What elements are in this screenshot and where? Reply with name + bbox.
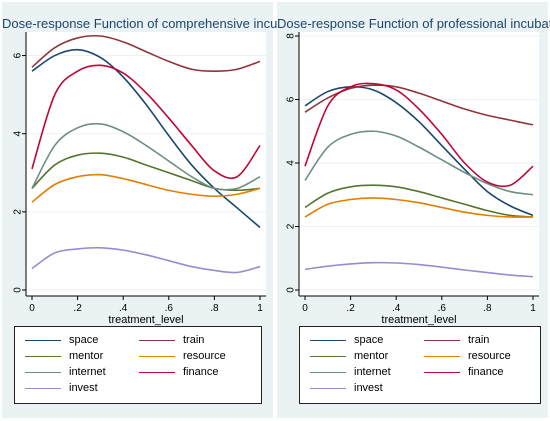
legend-swatch	[25, 372, 61, 373]
legend-swatch	[310, 356, 346, 357]
x-tick-label: .8	[210, 303, 219, 314]
legend-label: finance	[468, 366, 504, 378]
legend-swatch	[424, 340, 460, 341]
series-line-internet	[31, 122, 261, 191]
y-tick-label: 0	[286, 287, 297, 293]
y-tick-label: 8	[286, 33, 297, 39]
legend-label: internet	[69, 366, 106, 378]
plot-background	[299, 32, 539, 296]
x-tick-label: .4	[392, 303, 401, 314]
x-tick-label: .6	[438, 303, 447, 314]
series-line-train	[31, 34, 261, 72]
y-tick-label: 2	[286, 223, 297, 229]
legend-entry-internet: internet	[25, 365, 135, 379]
legend-label: finance	[183, 366, 219, 378]
plot-area: 0 2 4 6 0 .2 .4 .6 .8 1 treatment_level	[13, 32, 266, 326]
legend-swatch	[25, 340, 61, 341]
legend: space train mentor resource internet finance i…	[14, 326, 262, 404]
chart-panel-professional: Dose-response Function of professional i…	[277, 2, 550, 418]
plot-area: 0 2 4 6 8 0 .2 .4 .6 .8 1 treatment_level	[286, 32, 539, 326]
x-tick-label: .2	[73, 303, 82, 314]
chart-title: Dose-response Function of comprehensive …	[2, 16, 314, 31]
x-tick-label: .2	[346, 303, 355, 314]
series-line-internet	[304, 130, 534, 196]
series-line-resource	[304, 197, 534, 218]
x-axis-label: treatment_level	[108, 314, 183, 326]
legend-entry-resource: resource	[139, 349, 249, 363]
x-tick-label: 1	[257, 303, 263, 314]
x-tick-label: .8	[483, 303, 492, 314]
legend-entry-mentor: mentor	[25, 349, 135, 363]
legend-label: space	[354, 334, 384, 346]
legend-label: train	[183, 334, 205, 346]
legend-swatch	[25, 356, 61, 357]
legend-swatch	[424, 356, 460, 357]
x-tick-label: 0	[302, 303, 308, 314]
legend: space train mentor resource internet finance i…	[299, 326, 541, 404]
y-tick-label: 0	[13, 287, 24, 293]
legend-entry-invest: invest	[310, 381, 420, 395]
series-line-finance	[304, 82, 534, 188]
legend-entry-finance: finance	[139, 365, 249, 379]
chart-panel-comprehensive: Dose-response Function of comprehensive …	[2, 2, 314, 418]
legend-entry-space: space	[25, 333, 135, 347]
series-line-invest	[304, 261, 534, 278]
plot-background	[26, 32, 266, 296]
series-line-finance	[31, 64, 261, 180]
x-tick-label: 0	[29, 303, 35, 314]
x-tick-label: .6	[165, 303, 174, 314]
legend-entry-train: train	[424, 333, 534, 347]
legend-swatch	[310, 372, 346, 373]
legend-swatch	[310, 388, 346, 389]
legend-entry-space: space	[310, 333, 420, 347]
legend-entry-invest: invest	[25, 381, 135, 395]
series-line-space	[304, 85, 534, 217]
legend-entry-mentor: mentor	[310, 349, 420, 363]
series-line-mentor	[304, 184, 534, 218]
series-line-resource	[31, 173, 261, 203]
y-tick-label: 6	[13, 52, 24, 58]
legend-entry-train: train	[139, 333, 249, 347]
x-axis-label: treatment_level	[381, 314, 456, 326]
legend-swatch	[424, 372, 460, 373]
legend-label: train	[468, 334, 490, 346]
y-tick-label: 4	[286, 160, 297, 166]
y-tick-label: 2	[13, 209, 24, 215]
legend-label: mentor	[354, 350, 389, 362]
y-tick-label: 6	[286, 96, 297, 102]
legend-label: resource	[468, 350, 511, 362]
chart-title: Dose-response Function of professional i…	[277, 16, 550, 31]
legend-label: invest	[69, 382, 98, 394]
legend-swatch	[139, 372, 175, 373]
y-tick-label: 4	[13, 130, 24, 136]
legend-label: invest	[354, 382, 383, 394]
legend-entry-finance: finance	[424, 365, 534, 379]
series-line-space	[31, 48, 261, 229]
legend-entry-resource: resource	[424, 349, 534, 363]
series-line-invest	[31, 246, 261, 274]
legend-label: resource	[183, 350, 226, 362]
legend-swatch	[139, 340, 175, 341]
legend-label: internet	[354, 366, 391, 378]
legend-label: space	[69, 334, 99, 346]
legend-swatch	[310, 340, 346, 341]
x-tick-label: 1	[530, 303, 536, 314]
legend-label: mentor	[69, 350, 104, 362]
legend-swatch	[25, 388, 61, 389]
legend-entry-internet: internet	[310, 365, 420, 379]
x-tick-label: .4	[119, 303, 128, 314]
legend-swatch	[139, 356, 175, 357]
